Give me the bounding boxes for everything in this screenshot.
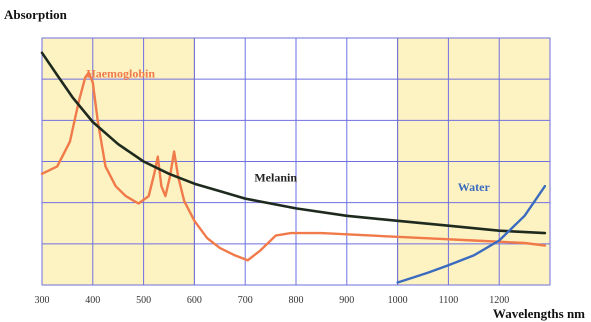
- annotation-water: Water: [458, 180, 491, 194]
- series-line-haemoglobin: [40, 71, 547, 262]
- x-tick-label: 800: [289, 295, 304, 306]
- x-tick-label: 1000: [388, 295, 408, 306]
- x-tick-label: 1100: [439, 295, 459, 306]
- x-tick-label: 300: [35, 295, 50, 306]
- x-tick-label: 1200: [489, 295, 509, 306]
- x-axis-label: Wavelengths nm: [493, 306, 585, 321]
- annotation-haemoglobin: Haemoglobin: [86, 67, 155, 81]
- annotation-melanin: Melanin: [254, 170, 297, 184]
- x-tick-label: 700: [238, 295, 253, 306]
- x-tick-label: 500: [136, 295, 151, 306]
- x-tick-label: 900: [339, 295, 354, 306]
- annotations: Haemoglobin Melanin Water: [86, 67, 490, 195]
- x-tick-label: 600: [187, 295, 202, 306]
- x-tick-label: 400: [85, 295, 100, 306]
- series-lines: [40, 51, 547, 284]
- series-line-melanin: [40, 51, 547, 235]
- x-tick-labels: 300 400 500 600 700 800 900 1000 1100 1200: [35, 295, 510, 306]
- series-line-water: [396, 185, 547, 284]
- y-axis-label: Absorption: [4, 7, 68, 22]
